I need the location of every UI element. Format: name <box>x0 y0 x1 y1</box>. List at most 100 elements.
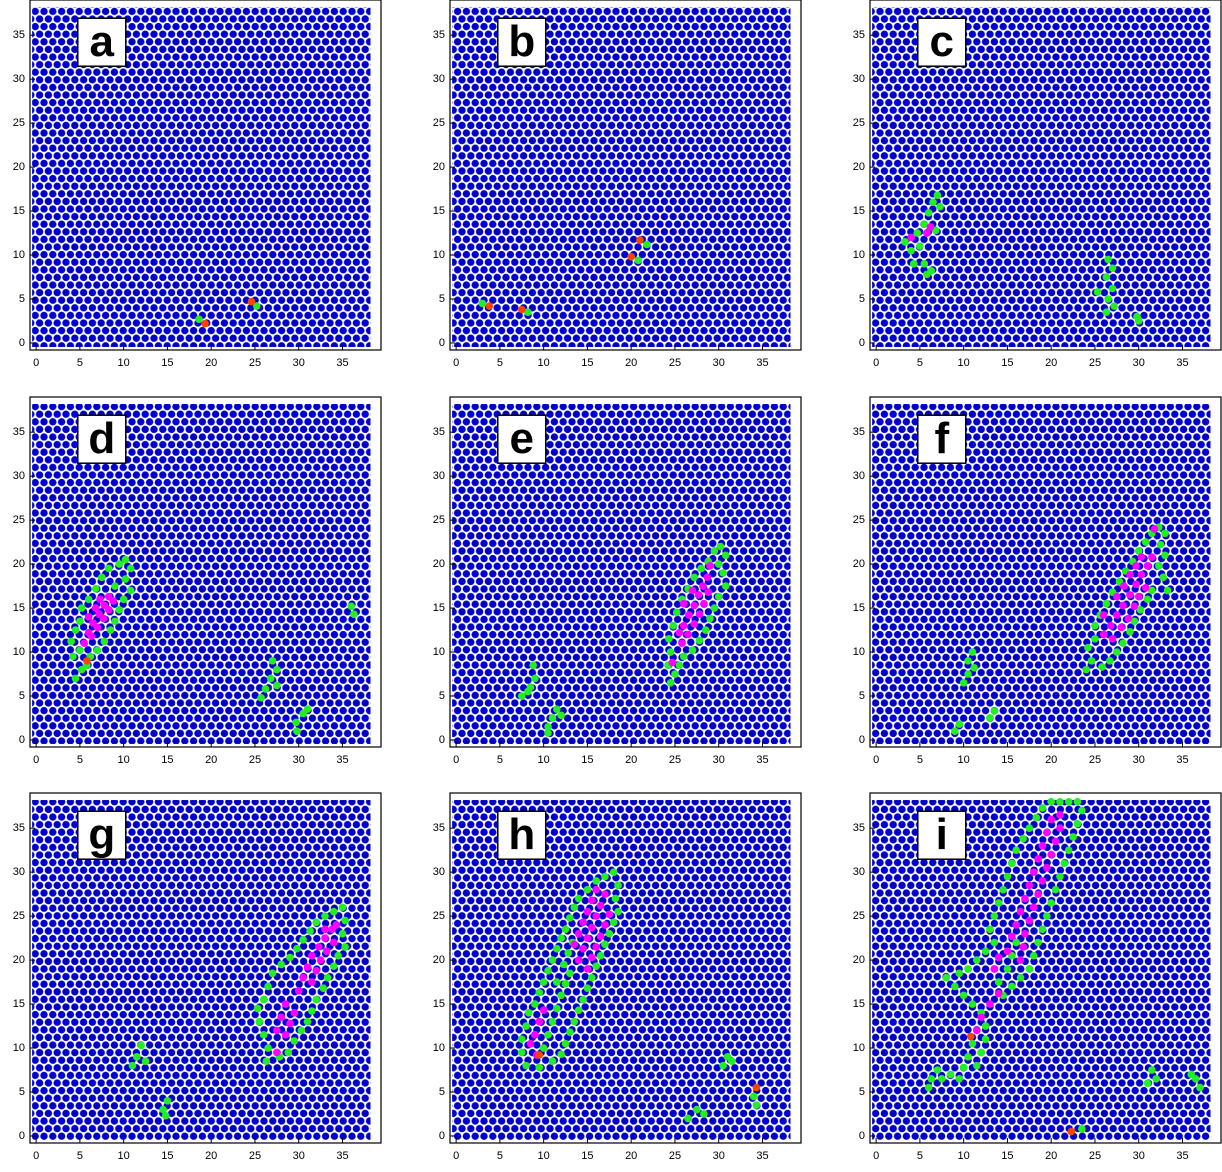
particle <box>71 626 80 634</box>
particle <box>524 308 532 316</box>
particle <box>601 940 609 949</box>
particle <box>1029 951 1038 960</box>
x-tick-label: 0 <box>33 357 39 369</box>
particle <box>611 894 620 903</box>
x-tick-label: 10 <box>538 1150 550 1162</box>
particle <box>308 978 316 986</box>
particle <box>84 595 93 604</box>
particle <box>909 260 918 268</box>
particle <box>665 635 673 643</box>
particle <box>121 575 130 583</box>
particle <box>539 1044 548 1052</box>
particle <box>700 1110 708 1118</box>
x-tick-label: 25 <box>1089 754 1101 766</box>
x-tick-label: 5 <box>497 754 503 766</box>
particle <box>1003 965 1012 973</box>
particle <box>994 953 1003 962</box>
particle <box>1047 797 1055 806</box>
particle <box>100 637 109 646</box>
particle <box>710 604 719 612</box>
x-tick-label: 0 <box>33 754 39 766</box>
particle <box>293 944 301 953</box>
particle <box>1056 797 1064 806</box>
particle <box>1117 623 1126 632</box>
panel-label: c <box>930 17 954 66</box>
particle <box>1025 965 1034 973</box>
particle <box>273 681 281 690</box>
particle <box>679 621 688 630</box>
particle <box>1025 916 1034 925</box>
panel-label: a <box>90 17 115 66</box>
panel-label-box <box>497 17 547 67</box>
particle <box>601 872 609 881</box>
particle <box>1003 872 1012 881</box>
panel-label-box <box>497 414 547 464</box>
particle <box>959 1063 968 1072</box>
particle <box>570 1017 579 1026</box>
particle <box>323 973 332 982</box>
particle <box>1130 617 1139 626</box>
particle <box>721 551 730 560</box>
particle <box>968 1000 977 1008</box>
particle <box>1025 824 1034 832</box>
particle <box>1119 601 1127 610</box>
particle <box>994 989 1003 998</box>
y-tick-label: 10 <box>853 1042 865 1054</box>
panel-label-box <box>77 810 127 860</box>
y-tick-label: 20 <box>13 954 25 966</box>
x-tick-label: 5 <box>917 754 923 766</box>
particle <box>312 966 321 975</box>
x-tick-label: 0 <box>873 754 879 766</box>
particle <box>141 1057 150 1066</box>
x-tick-label: 10 <box>118 357 130 369</box>
particle <box>1187 1070 1196 1079</box>
particle <box>308 951 316 960</box>
x-tick-label: 20 <box>205 357 217 369</box>
particle <box>1021 929 1029 938</box>
particle <box>972 956 981 964</box>
particle <box>277 960 286 969</box>
y-tick-label: 35 <box>853 426 865 438</box>
particle <box>668 658 677 667</box>
particle <box>83 657 91 665</box>
particle <box>1025 881 1034 890</box>
x-tick-label: 20 <box>1045 1150 1057 1162</box>
particle <box>1056 872 1064 881</box>
particle <box>972 1026 981 1035</box>
y-tick-label: 20 <box>853 954 865 966</box>
y-tick-label: 10 <box>853 646 865 658</box>
y-tick-label: 35 <box>433 426 445 438</box>
particle <box>264 982 272 991</box>
particle <box>286 1019 294 1028</box>
particle <box>579 944 587 953</box>
particle <box>986 714 994 722</box>
particle <box>685 611 693 619</box>
particle <box>350 610 358 619</box>
particle <box>1084 643 1092 652</box>
particle <box>1106 621 1115 630</box>
particle <box>1108 284 1117 293</box>
panel: 0 5 10 15 20 25 30 35 0 5 10 15 20 25 30 35 d <box>13 396 382 766</box>
panel: 0 5 10 15 20 25 30 35 0 5 10 15 20 25 30 35 h <box>433 792 802 1162</box>
y-tick-label: 5 <box>859 690 865 702</box>
particle <box>964 965 972 973</box>
particle <box>968 648 977 656</box>
y-tick-label: 30 <box>433 73 445 85</box>
particle <box>319 984 328 993</box>
particle <box>524 687 532 696</box>
particle <box>994 978 1003 986</box>
particle <box>1069 833 1077 841</box>
particle <box>596 901 605 910</box>
particle <box>1051 885 1060 894</box>
particle <box>257 693 265 702</box>
particle <box>294 987 303 995</box>
particle <box>517 1035 526 1044</box>
particle <box>1155 562 1163 570</box>
particle <box>679 652 688 661</box>
particle <box>1043 828 1051 837</box>
x-tick-label: 30 <box>293 754 305 766</box>
x-tick-label: 25 <box>669 357 681 369</box>
particle <box>1060 859 1069 868</box>
particle <box>77 604 86 612</box>
particle <box>703 573 712 582</box>
